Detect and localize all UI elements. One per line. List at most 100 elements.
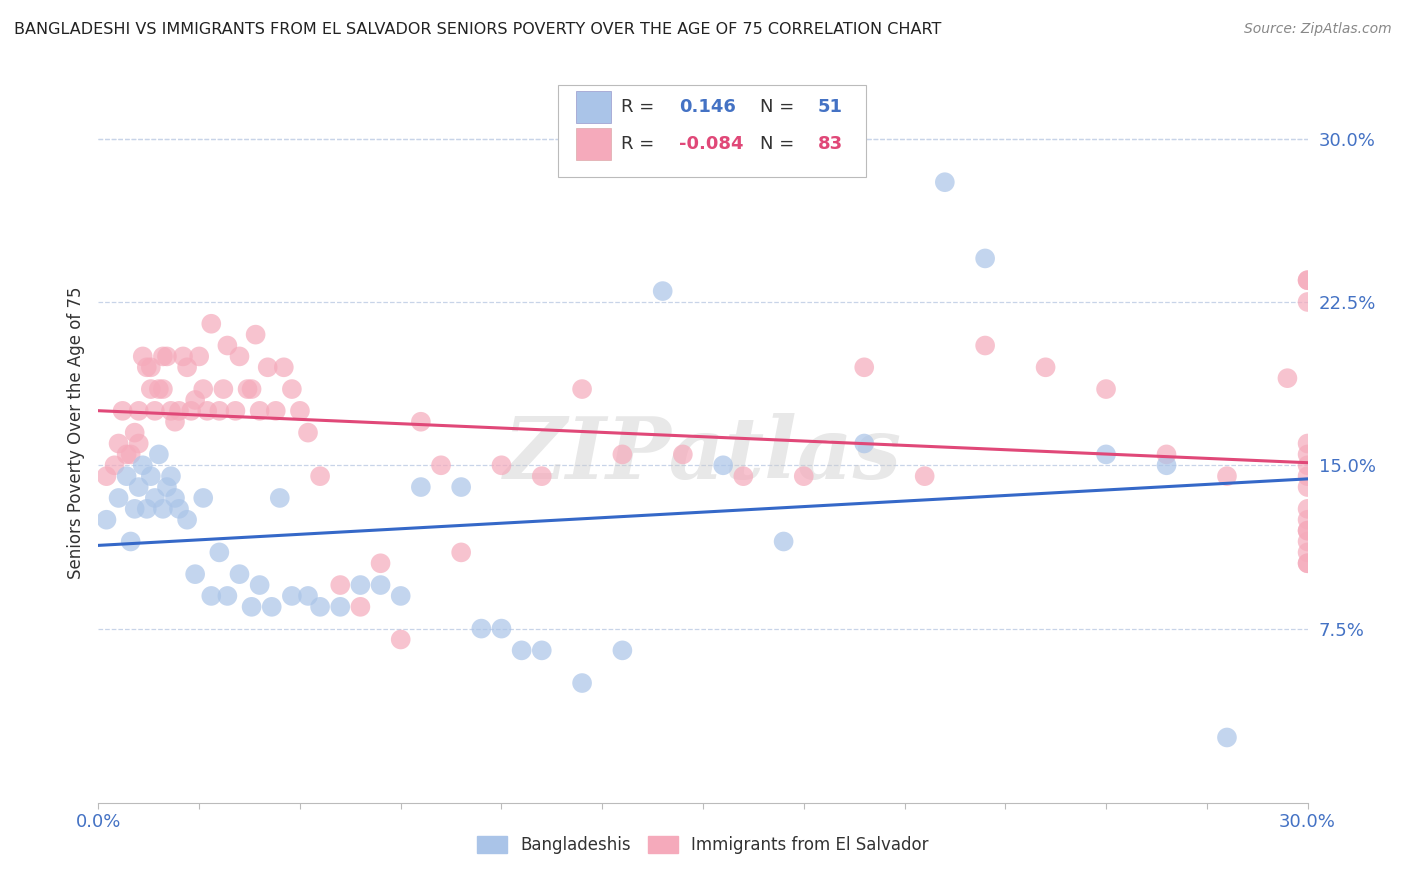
Point <box>612 643 634 657</box>
Point <box>309 469 332 483</box>
Point <box>212 382 235 396</box>
Point <box>135 360 157 375</box>
Text: 51: 51 <box>818 98 842 116</box>
Text: Source: ZipAtlas.com: Source: ZipAtlas.com <box>1244 22 1392 37</box>
Point <box>217 589 239 603</box>
Point <box>124 501 146 516</box>
Point <box>510 643 533 657</box>
Point <box>228 350 250 364</box>
Point <box>1156 447 1178 461</box>
Point <box>772 534 794 549</box>
Point <box>115 469 138 483</box>
Point <box>167 501 190 516</box>
Point <box>329 599 352 614</box>
Point <box>1296 458 1319 473</box>
Point <box>288 404 311 418</box>
Point <box>167 404 190 418</box>
Point <box>115 447 138 461</box>
Point <box>120 447 142 461</box>
Point <box>571 382 593 396</box>
Point <box>733 469 755 483</box>
Point <box>793 469 815 483</box>
Point <box>281 589 304 603</box>
Point <box>236 382 259 396</box>
Point <box>1296 545 1319 559</box>
Point <box>934 175 956 189</box>
Point <box>470 622 492 636</box>
Point <box>711 458 734 473</box>
Text: R =: R = <box>621 135 654 153</box>
FancyBboxPatch shape <box>576 128 612 161</box>
Point <box>143 491 166 505</box>
Point <box>1296 469 1319 483</box>
Point <box>228 567 250 582</box>
Point <box>176 513 198 527</box>
Point <box>1296 447 1319 461</box>
Point <box>200 317 222 331</box>
Point <box>409 415 432 429</box>
Point <box>160 404 183 418</box>
Point <box>184 567 207 582</box>
Point <box>1296 480 1319 494</box>
Point <box>571 676 593 690</box>
Point <box>152 382 174 396</box>
Point <box>1277 371 1299 385</box>
Point <box>128 480 150 494</box>
Point <box>430 458 453 473</box>
Point <box>1296 436 1319 450</box>
Point <box>651 284 673 298</box>
Point <box>297 589 319 603</box>
Text: N =: N = <box>759 98 794 116</box>
Point <box>530 469 553 483</box>
Point <box>409 480 432 494</box>
Point <box>1296 273 1319 287</box>
Point <box>156 350 179 364</box>
Point <box>974 338 997 352</box>
Point <box>96 513 118 527</box>
Text: R =: R = <box>621 98 654 116</box>
Point <box>152 350 174 364</box>
Text: BANGLADESHI VS IMMIGRANTS FROM EL SALVADOR SENIORS POVERTY OVER THE AGE OF 75 CO: BANGLADESHI VS IMMIGRANTS FROM EL SALVAD… <box>14 22 942 37</box>
Point <box>309 599 332 614</box>
Point <box>132 458 155 473</box>
Point <box>224 404 246 418</box>
Text: -0.084: -0.084 <box>679 135 744 153</box>
Text: 83: 83 <box>818 135 844 153</box>
Point <box>111 404 134 418</box>
Point <box>132 350 155 364</box>
Point <box>974 252 997 266</box>
Point <box>1296 273 1319 287</box>
Point <box>491 622 513 636</box>
Point <box>240 599 263 614</box>
Point <box>329 578 352 592</box>
FancyBboxPatch shape <box>576 91 612 123</box>
Point <box>1296 556 1319 570</box>
Point <box>530 643 553 657</box>
Point <box>180 404 202 418</box>
Point <box>96 469 118 483</box>
Point <box>208 404 231 418</box>
Point <box>163 415 186 429</box>
Point <box>1296 295 1319 310</box>
Point <box>195 404 218 418</box>
Point <box>152 501 174 516</box>
Point <box>208 545 231 559</box>
Point <box>349 599 371 614</box>
Point <box>200 589 222 603</box>
Point <box>389 632 412 647</box>
Point <box>260 599 283 614</box>
Point <box>184 392 207 407</box>
Point <box>914 469 936 483</box>
Legend: Bangladeshis, Immigrants from El Salvador: Bangladeshis, Immigrants from El Salvado… <box>471 830 935 861</box>
Point <box>128 436 150 450</box>
Point <box>143 404 166 418</box>
Point <box>450 545 472 559</box>
Point <box>148 447 170 461</box>
Point <box>1035 360 1057 375</box>
Point <box>1296 534 1319 549</box>
Point <box>163 491 186 505</box>
Point <box>1216 469 1239 483</box>
Point <box>193 491 215 505</box>
Point <box>124 425 146 440</box>
Point <box>1095 447 1118 461</box>
